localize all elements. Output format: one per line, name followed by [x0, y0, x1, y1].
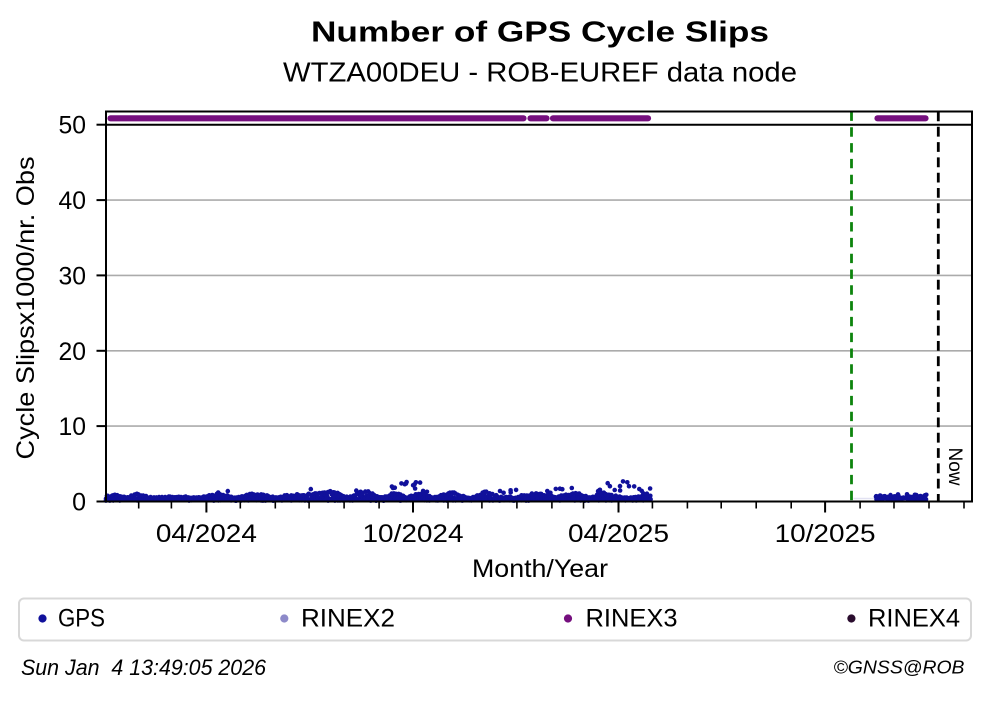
svg-text:WTZA00DEU - ROB-EUREF data nod: WTZA00DEU - ROB-EUREF data node [283, 57, 797, 88]
svg-text:10/2024: 10/2024 [363, 520, 464, 548]
svg-text:0: 0 [72, 489, 86, 517]
svg-text:10/2025: 10/2025 [775, 520, 876, 548]
svg-text:Number of GPS Cycle Slips: Number of GPS Cycle Slips [311, 17, 769, 49]
svg-text:30: 30 [59, 262, 87, 290]
svg-text:GPS: GPS [58, 605, 105, 633]
svg-text:RINEX3: RINEX3 [586, 605, 678, 633]
svg-text:20: 20 [59, 338, 87, 366]
svg-text:RINEX2: RINEX2 [301, 605, 395, 633]
svg-text:10: 10 [59, 413, 87, 441]
svg-text:©GNSS@ROB: ©GNSS@ROB [834, 657, 965, 678]
svg-text:Now: Now [944, 447, 965, 485]
svg-text:04/2024: 04/2024 [156, 520, 257, 548]
svg-text:Sun Jan 4 13:49:05 2026: Sun Jan 4 13:49:05 2026 [21, 655, 267, 680]
svg-text:Cycle Slipsx1000/nr. Obs: Cycle Slipsx1000/nr. Obs [12, 157, 40, 460]
svg-text:Month/Year: Month/Year [472, 555, 608, 583]
svg-text:RINEX4: RINEX4 [868, 605, 960, 633]
svg-text:40: 40 [59, 187, 87, 215]
svg-text:50: 50 [59, 112, 87, 140]
svg-text:04/2025: 04/2025 [568, 520, 669, 548]
